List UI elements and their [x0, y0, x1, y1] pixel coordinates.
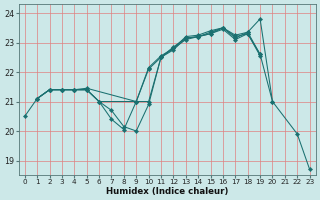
X-axis label: Humidex (Indice chaleur): Humidex (Indice chaleur) [106, 187, 228, 196]
